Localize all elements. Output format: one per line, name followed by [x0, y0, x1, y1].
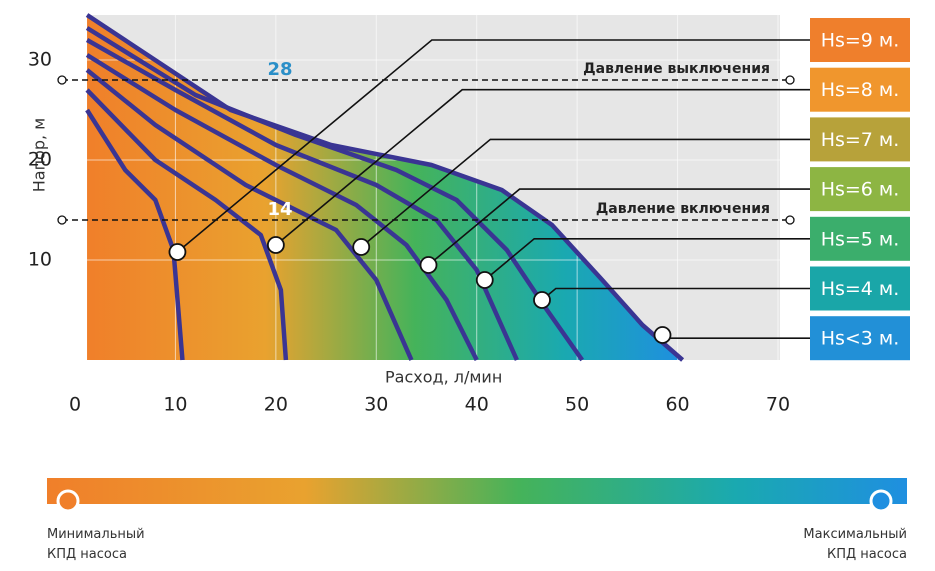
scale-max-marker — [869, 489, 893, 513]
threshold-value: 14 — [267, 199, 292, 220]
legend-label: Hs=6 м. — [821, 179, 900, 201]
curve-marker — [266, 236, 285, 254]
curve-marker — [419, 256, 438, 274]
legend-box — [810, 266, 910, 311]
threshold-end — [785, 75, 795, 85]
curve-marker — [352, 238, 371, 256]
legend-box — [810, 316, 910, 361]
plot — [85, 13, 780, 362]
x-tick-label: 60 — [665, 394, 689, 416]
leader-line — [360, 138, 810, 248]
scale-min-caption: Минимальный КПД насоса — [47, 527, 145, 562]
scale-min-marker — [56, 489, 80, 513]
threshold-end — [785, 215, 795, 225]
pump-curve — [85, 68, 414, 361]
curve-marker — [168, 243, 187, 261]
legend-box — [810, 167, 910, 212]
y-tick-label: 20 — [28, 149, 52, 171]
y-tick-label: 30 — [28, 49, 52, 71]
pump-curve — [85, 13, 685, 362]
x-tick-label: 70 — [766, 394, 790, 416]
legend-box — [810, 117, 910, 162]
legend-label: Hs=7 м. — [821, 129, 900, 151]
threshold-label: Давление выключения — [583, 61, 770, 77]
legend-label: Hs=5 м. — [821, 228, 900, 250]
legend-box — [810, 216, 910, 261]
pump-curve — [85, 88, 289, 361]
scale-max-caption: Максимальный КПД насоса — [803, 527, 907, 562]
y-tick-label: 10 — [28, 249, 52, 271]
legend-box — [810, 67, 910, 112]
scale-min-text: Минимальный КПД насоса — [47, 527, 145, 562]
x-tick-label: 20 — [264, 394, 288, 416]
x-tick-label: 10 — [163, 394, 187, 416]
legend-label: Hs=4 м. — [821, 278, 900, 300]
leader-line — [176, 39, 810, 253]
x-axis-title: Расход, л/мин — [385, 368, 502, 387]
legend-label: Hs=9 м. — [821, 30, 900, 52]
efficiency-scale — [47, 478, 907, 504]
x-tick-label: 30 — [364, 394, 388, 416]
legend-label: Hs=8 м. — [821, 79, 900, 101]
x-tick-label: 40 — [465, 394, 489, 416]
pump-curve — [85, 38, 519, 361]
leader-line — [484, 238, 810, 281]
threshold-end — [57, 215, 67, 225]
x-tick-label: 0 — [69, 394, 81, 416]
pump-curve — [85, 108, 185, 361]
curve-marker — [533, 291, 551, 309]
curve-marker — [653, 326, 672, 344]
leader-line — [427, 188, 810, 266]
scale-max-text: Максимальный КПД насоса — [803, 527, 907, 562]
leader-line — [275, 88, 810, 246]
y-axis-title: Напор, м — [30, 118, 49, 192]
legend-label: Hs<3 м. — [821, 328, 900, 350]
x-tick-label: 50 — [565, 394, 589, 416]
threshold-label: Давление включения — [596, 201, 770, 217]
legend-box — [810, 18, 910, 62]
threshold-value: 28 — [267, 59, 292, 80]
curve-marker — [475, 271, 494, 289]
threshold-end — [57, 75, 67, 85]
pump-curve — [85, 53, 479, 362]
